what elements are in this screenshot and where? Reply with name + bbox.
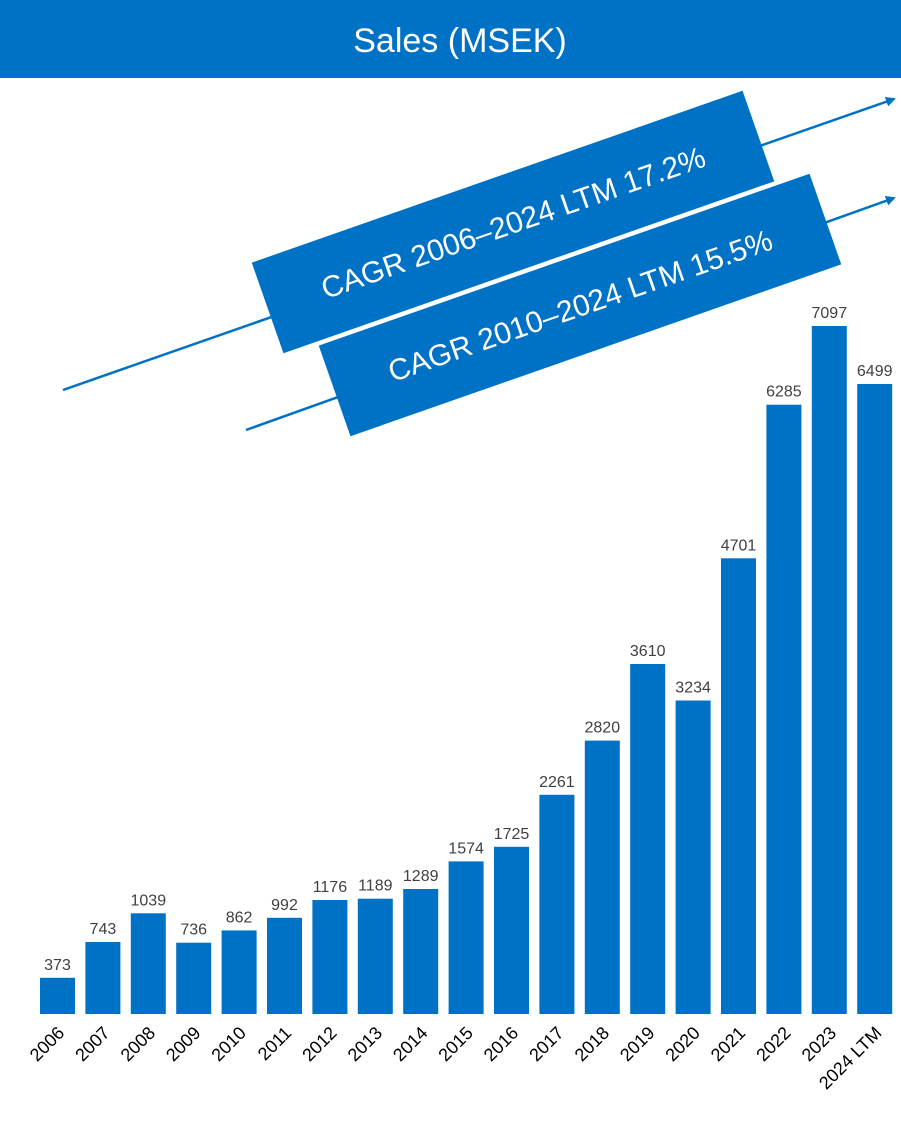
bar-2017 bbox=[539, 794, 575, 1014]
tick-label-2006: 2006 bbox=[26, 1023, 68, 1065]
value-label-2024-ltm: 6499 bbox=[857, 363, 893, 380]
value-label-2006: 373 bbox=[44, 957, 71, 974]
bar-value-labels: 373 743 1039 736 862 992 1176 1189 1289 1574 1725 2… bbox=[44, 305, 892, 974]
value-label-2007: 743 bbox=[90, 921, 117, 938]
bar-2020 bbox=[675, 700, 711, 1014]
title-band bbox=[0, 0, 901, 78]
bar-2007 bbox=[85, 942, 121, 1014]
bar-2013 bbox=[357, 898, 393, 1014]
value-label-2008: 1039 bbox=[131, 892, 167, 909]
chart-title: Sales (MSEK) bbox=[353, 22, 567, 60]
tick-label-2019: 2019 bbox=[616, 1023, 658, 1065]
tick-label-2011: 2011 bbox=[254, 1023, 296, 1065]
cagr-banner-2-background bbox=[318, 173, 842, 437]
tick-label-2013: 2013 bbox=[344, 1023, 386, 1065]
tick-label-2012: 2012 bbox=[298, 1023, 340, 1065]
bar-2024-ltm bbox=[857, 384, 893, 1014]
tick-label-2018: 2018 bbox=[571, 1023, 613, 1065]
bar-2019 bbox=[630, 664, 666, 1014]
bar-2011 bbox=[267, 917, 302, 1014]
bar-2010 bbox=[221, 930, 257, 1014]
value-label-2021: 4701 bbox=[721, 537, 757, 554]
bar-2022 bbox=[766, 404, 802, 1014]
value-label-2013: 1189 bbox=[358, 878, 393, 895]
bar-2015 bbox=[448, 861, 484, 1014]
value-label-2023: 7097 bbox=[812, 305, 848, 322]
value-label-2011: 992 bbox=[271, 897, 298, 914]
tick-label-2016: 2016 bbox=[480, 1023, 522, 1065]
bar-2006 bbox=[40, 977, 75, 1014]
value-label-2015: 1574 bbox=[448, 840, 484, 857]
bar-2012 bbox=[312, 900, 348, 1014]
cagr-banner-1-background bbox=[251, 90, 775, 354]
value-label-2017: 2261 bbox=[539, 774, 575, 791]
tick-label-2017: 2017 bbox=[525, 1023, 567, 1065]
tick-label-2020: 2020 bbox=[661, 1023, 703, 1065]
bar-2018 bbox=[584, 740, 620, 1014]
tick-label-2014: 2014 bbox=[389, 1023, 431, 1065]
bar-2016 bbox=[494, 846, 529, 1014]
tick-label-2008: 2008 bbox=[117, 1023, 159, 1065]
bar-2023 bbox=[811, 326, 847, 1014]
bar-2009 bbox=[176, 942, 212, 1014]
x-axis-tick-labels: 2006 2007 2008 2009 2010 2011 2012 2013 2014 2015… bbox=[26, 1023, 886, 1094]
bar-2021 bbox=[721, 558, 756, 1014]
value-label-2009: 736 bbox=[180, 922, 207, 939]
value-label-2018: 2820 bbox=[585, 720, 621, 737]
tick-label-2021: 2021 bbox=[707, 1023, 749, 1065]
value-label-2014: 1289 bbox=[403, 868, 439, 885]
value-label-2020: 3234 bbox=[675, 680, 711, 697]
tick-label-2010: 2010 bbox=[207, 1023, 249, 1065]
value-label-2022: 6285 bbox=[766, 384, 802, 401]
bar-2008 bbox=[130, 913, 166, 1014]
tick-label-2009: 2009 bbox=[162, 1023, 204, 1065]
tick-label-2015: 2015 bbox=[434, 1023, 476, 1065]
value-label-2010: 862 bbox=[226, 909, 253, 926]
tick-label-2023: 2023 bbox=[798, 1023, 840, 1065]
bar-series bbox=[40, 326, 893, 1014]
value-label-2012: 1176 bbox=[313, 879, 348, 896]
value-label-2019: 3610 bbox=[630, 643, 666, 660]
value-label-2016: 1725 bbox=[494, 826, 530, 843]
tick-label-2022: 2022 bbox=[752, 1023, 794, 1065]
bar-2014 bbox=[403, 889, 439, 1014]
tick-label-2007: 2007 bbox=[71, 1023, 113, 1065]
